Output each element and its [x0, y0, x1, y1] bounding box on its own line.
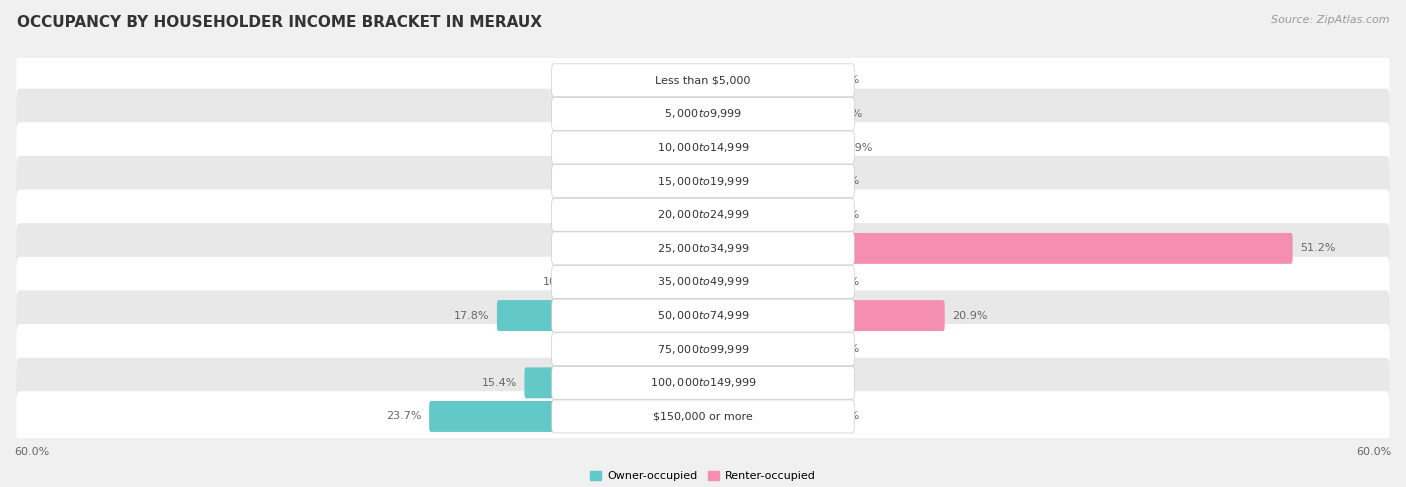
FancyBboxPatch shape	[603, 334, 704, 365]
Text: 7.7%: 7.7%	[576, 244, 606, 253]
FancyBboxPatch shape	[648, 132, 704, 163]
FancyBboxPatch shape	[17, 223, 1389, 274]
Text: 1.8%: 1.8%	[645, 176, 673, 186]
Text: 15.4%: 15.4%	[482, 378, 517, 388]
Text: $100,000 to $149,999: $100,000 to $149,999	[650, 376, 756, 389]
Text: 0.0%: 0.0%	[831, 412, 860, 421]
FancyBboxPatch shape	[702, 233, 1292, 264]
Text: 60.0%: 60.0%	[14, 447, 49, 457]
Text: 60.0%: 60.0%	[1357, 447, 1392, 457]
FancyBboxPatch shape	[657, 65, 704, 96]
FancyBboxPatch shape	[702, 401, 824, 432]
FancyBboxPatch shape	[17, 257, 1389, 307]
Legend: Owner-occupied, Renter-occupied: Owner-occupied, Renter-occupied	[586, 467, 820, 486]
FancyBboxPatch shape	[551, 366, 855, 399]
FancyBboxPatch shape	[702, 98, 821, 130]
FancyBboxPatch shape	[524, 367, 704, 398]
Text: 0.0%: 0.0%	[831, 75, 860, 85]
FancyBboxPatch shape	[702, 132, 830, 163]
Text: 0.0%: 0.0%	[831, 277, 860, 287]
Text: 1.1%: 1.1%	[652, 109, 681, 119]
FancyBboxPatch shape	[689, 98, 704, 130]
FancyBboxPatch shape	[17, 89, 1389, 139]
FancyBboxPatch shape	[496, 300, 704, 331]
Text: 0.0%: 0.0%	[831, 176, 860, 186]
Text: 5.2%: 5.2%	[606, 210, 634, 220]
FancyBboxPatch shape	[681, 166, 704, 197]
Text: 23.7%: 23.7%	[387, 412, 422, 421]
FancyBboxPatch shape	[702, 166, 824, 197]
FancyBboxPatch shape	[17, 324, 1389, 375]
Text: Source: ZipAtlas.com: Source: ZipAtlas.com	[1271, 15, 1389, 25]
Text: 51.2%: 51.2%	[1301, 244, 1336, 253]
Text: $50,000 to $74,999: $50,000 to $74,999	[657, 309, 749, 322]
FancyBboxPatch shape	[702, 300, 945, 331]
FancyBboxPatch shape	[17, 290, 1389, 341]
Text: $150,000 or more: $150,000 or more	[654, 412, 752, 421]
FancyBboxPatch shape	[585, 266, 704, 298]
FancyBboxPatch shape	[702, 334, 824, 365]
FancyBboxPatch shape	[702, 367, 785, 398]
FancyBboxPatch shape	[551, 131, 855, 164]
FancyBboxPatch shape	[17, 391, 1389, 442]
FancyBboxPatch shape	[551, 333, 855, 366]
Text: 10.1%: 10.1%	[828, 109, 863, 119]
FancyBboxPatch shape	[641, 199, 704, 230]
FancyBboxPatch shape	[551, 232, 855, 265]
FancyBboxPatch shape	[702, 65, 824, 96]
Text: 10.1%: 10.1%	[543, 277, 578, 287]
Text: Less than $5,000: Less than $5,000	[655, 75, 751, 85]
FancyBboxPatch shape	[551, 165, 855, 198]
FancyBboxPatch shape	[551, 265, 855, 299]
Text: $20,000 to $24,999: $20,000 to $24,999	[657, 208, 749, 221]
Text: 8.6%: 8.6%	[567, 344, 595, 354]
Text: 0.0%: 0.0%	[831, 210, 860, 220]
Text: 10.9%: 10.9%	[838, 143, 873, 152]
FancyBboxPatch shape	[702, 199, 824, 230]
Text: 4.6%: 4.6%	[613, 143, 641, 152]
Text: $5,000 to $9,999: $5,000 to $9,999	[664, 108, 742, 120]
FancyBboxPatch shape	[551, 198, 855, 231]
Text: $15,000 to $19,999: $15,000 to $19,999	[657, 175, 749, 187]
FancyBboxPatch shape	[613, 233, 704, 264]
Text: 17.8%: 17.8%	[454, 311, 489, 320]
FancyBboxPatch shape	[429, 401, 704, 432]
FancyBboxPatch shape	[551, 64, 855, 97]
Text: OCCUPANCY BY HOUSEHOLDER INCOME BRACKET IN MERAUX: OCCUPANCY BY HOUSEHOLDER INCOME BRACKET …	[17, 15, 541, 30]
FancyBboxPatch shape	[17, 357, 1389, 408]
Text: 7.0%: 7.0%	[793, 378, 821, 388]
FancyBboxPatch shape	[551, 400, 855, 433]
FancyBboxPatch shape	[17, 189, 1389, 240]
Text: $25,000 to $34,999: $25,000 to $34,999	[657, 242, 749, 255]
FancyBboxPatch shape	[551, 97, 855, 131]
Text: 20.9%: 20.9%	[952, 311, 987, 320]
FancyBboxPatch shape	[17, 156, 1389, 206]
Text: 3.9%: 3.9%	[620, 75, 650, 85]
Text: 0.0%: 0.0%	[831, 344, 860, 354]
Text: $10,000 to $14,999: $10,000 to $14,999	[657, 141, 749, 154]
FancyBboxPatch shape	[17, 122, 1389, 173]
Text: $75,000 to $99,999: $75,000 to $99,999	[657, 343, 749, 356]
FancyBboxPatch shape	[551, 299, 855, 332]
FancyBboxPatch shape	[17, 55, 1389, 106]
Text: $35,000 to $49,999: $35,000 to $49,999	[657, 276, 749, 288]
FancyBboxPatch shape	[702, 266, 824, 298]
